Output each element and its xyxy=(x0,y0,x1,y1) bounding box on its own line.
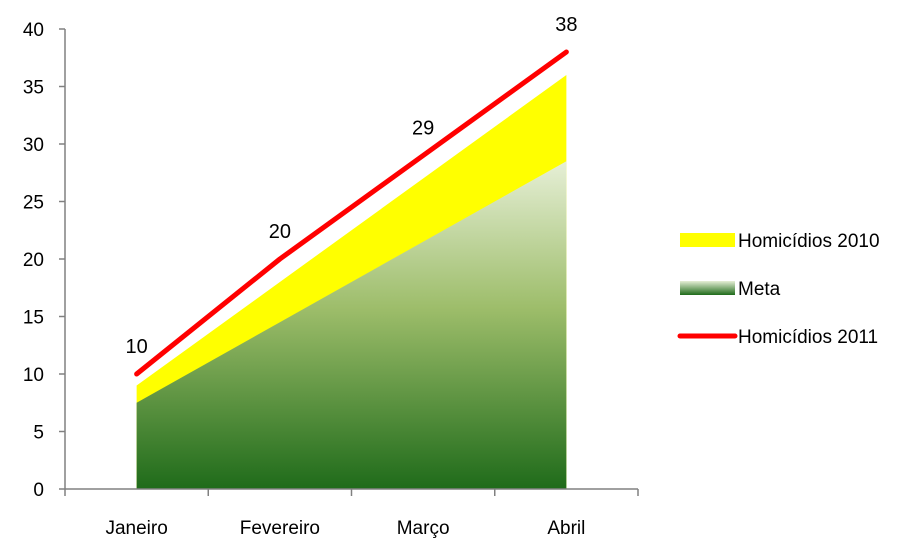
x-category-label: Fevereiro xyxy=(240,518,320,539)
y-tick-label: 20 xyxy=(23,250,44,271)
y-tick-label: 5 xyxy=(33,423,44,444)
legend-swatch xyxy=(680,233,735,247)
y-tick-label: 35 xyxy=(23,78,44,99)
legend-label: Homicídios 2011 xyxy=(738,327,878,348)
y-tick-label: 10 xyxy=(23,365,44,386)
y-tick-label: 30 xyxy=(23,135,44,156)
data-label-homicidios-2011: 10 xyxy=(126,336,148,358)
area-meta xyxy=(136,161,567,489)
plot-area xyxy=(134,49,569,489)
x-category-label: Janeiro xyxy=(105,518,167,539)
legend-item-meta: Meta xyxy=(680,279,781,300)
y-tick-label: 40 xyxy=(23,20,44,41)
legend-swatch xyxy=(680,281,735,295)
y-tick-label: 0 xyxy=(33,480,44,501)
legend: Homicídios 2010 Meta Homicídios 2011 xyxy=(677,231,880,348)
x-category-label: Março xyxy=(397,518,450,539)
legend-label: Homicídios 2010 xyxy=(738,231,880,252)
data-label-homicidios-2011: 38 xyxy=(555,14,577,36)
y-tick-label: 15 xyxy=(23,308,44,329)
data-label-homicidios-2011: 29 xyxy=(412,118,434,140)
legend-item-homicidios-2011: Homicídios 2011 xyxy=(677,327,878,348)
x-category-label: Abril xyxy=(547,518,585,539)
legend-label: Meta xyxy=(738,279,781,300)
axes: 0 5 10 15 20 25 30 35 40 Janeiro Fevereiro Março Abr… xyxy=(23,20,639,539)
data-label-homicidios-2011: 20 xyxy=(269,221,291,243)
line-homicidios-2011 xyxy=(134,49,569,377)
data-labels: 10 20 29 38 xyxy=(126,14,578,358)
legend-item-homicidios-2010: Homicídios 2010 xyxy=(680,231,880,252)
y-tick-label: 25 xyxy=(23,193,44,214)
